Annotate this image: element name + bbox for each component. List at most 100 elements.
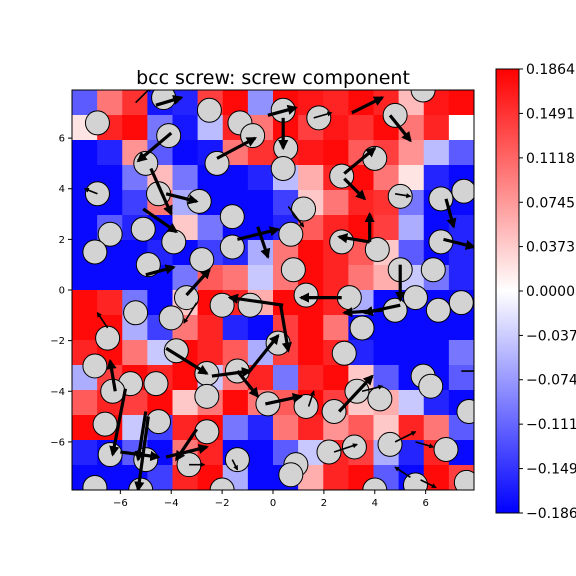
atom-marker: [219, 204, 245, 230]
field-cell: [423, 140, 450, 166]
y-tick-label: 2: [59, 235, 65, 246]
atom-marker: [278, 221, 304, 247]
colorbar-tick-label: −0.0373: [526, 328, 576, 344]
displacement-arrow: [279, 304, 292, 353]
atom-marker: [194, 383, 220, 409]
y-tick-label: −6: [50, 437, 65, 448]
atom-marker: [293, 282, 319, 308]
field-cell: [72, 140, 98, 166]
atom-marker: [82, 353, 108, 379]
atom-marker: [382, 297, 408, 323]
field-cell: [222, 390, 249, 416]
x-tick-label: −2: [215, 498, 230, 509]
displacement-arrow: [362, 303, 401, 317]
field-cell: [373, 340, 400, 366]
field-cell: [197, 215, 224, 241]
atom-marker: [92, 411, 118, 437]
displacement-arrow: [236, 226, 281, 241]
atom-marker: [456, 399, 474, 425]
field-cell: [448, 340, 474, 366]
y-tick-label: 6: [59, 134, 65, 145]
atom-marker: [204, 150, 230, 176]
atom-marker: [194, 419, 220, 445]
atom-marker: [270, 155, 296, 181]
atom-marker: [418, 373, 444, 399]
field-cell: [398, 390, 425, 416]
field-cell: [298, 365, 324, 391]
displacement-arrow: [120, 450, 161, 462]
field-cell: [247, 240, 274, 266]
displacement-arrow: [135, 90, 152, 104]
atom-marker: [341, 434, 367, 460]
atom-marker: [387, 183, 413, 209]
field-cell: [222, 315, 249, 341]
atom-marker: [278, 462, 304, 488]
colorbar-tick-label: 0.0373: [526, 240, 575, 256]
displacement-arrow: [231, 459, 239, 471]
displacement-arrow: [265, 393, 303, 406]
atom-marker: [420, 257, 446, 283]
displacement-arrow: [134, 416, 150, 490]
field-cell: [373, 215, 400, 241]
field-cell: [398, 440, 425, 466]
field-cell: [122, 340, 148, 366]
field-cell: [323, 365, 349, 391]
atom-marker: [173, 285, 199, 311]
displacement-arrow: [361, 384, 384, 393]
displacement-arrow: [337, 233, 370, 244]
colorbar-ticks: 0.1864 0.1491 0.1118 0.0745 0.0373 0.0000 −0.0…: [519, 62, 576, 522]
displacement-arrow: [420, 479, 437, 489]
field-cell: [423, 115, 450, 141]
displacement-arrow: [174, 428, 199, 462]
field-cell: [298, 165, 324, 191]
colorbar-gradient: [495, 68, 520, 514]
field-cell: [323, 140, 349, 166]
atom-marker: [331, 340, 357, 366]
displacement-arrow: [388, 114, 412, 143]
field-cell: [197, 440, 224, 466]
atom-marker: [97, 221, 123, 247]
displacement-arrow: [165, 443, 209, 459]
atom-marker: [161, 229, 187, 255]
atom-marker: [219, 234, 245, 260]
displacement-arrow: [236, 370, 260, 398]
atom-marker: [237, 292, 263, 318]
atom-marker: [453, 469, 474, 490]
field-cell: [247, 190, 274, 216]
y-tick-label: 4: [59, 184, 65, 195]
displacement-arrow: [83, 187, 98, 195]
x-tick-label: 0: [270, 498, 276, 509]
field-cell: [448, 90, 474, 116]
y-tick-label: 0: [59, 286, 65, 297]
field-cell: [72, 315, 98, 341]
colorbar-tick-label: −0.1864: [526, 506, 576, 522]
field-cell: [172, 390, 199, 416]
colorbar-tick-label: −0.1491: [526, 462, 576, 478]
field-cell: [172, 415, 199, 441]
displacement-arrow: [394, 193, 412, 199]
atom-marker: [196, 97, 222, 123]
atom-marker: [402, 285, 428, 311]
chart-title: bcc screw: screw component: [136, 67, 410, 89]
atom-marker: [146, 409, 172, 435]
displacement-arrow: [109, 388, 128, 457]
atom-marker: [382, 102, 408, 128]
displacement-arrow: [343, 177, 367, 201]
field-cell: [423, 165, 450, 191]
atom-marker: [82, 239, 108, 265]
displacement-arrow: [351, 96, 385, 115]
field-cell: [72, 390, 98, 416]
atom-marker: [291, 196, 317, 222]
field-cell: [172, 165, 199, 191]
displacement-arrow: [313, 111, 333, 119]
colorbar-tick-label: 0.1864: [526, 62, 575, 78]
atom-marker: [433, 436, 459, 462]
atom-marker: [143, 371, 169, 397]
displacement-arrow: [256, 226, 271, 260]
field-cell: [448, 115, 474, 141]
displacement-arrow: [145, 264, 176, 277]
displacement-arrow: [165, 346, 209, 375]
field-cell: [97, 265, 123, 291]
field-cell: [97, 140, 123, 166]
displacement-arrow: [443, 237, 474, 250]
